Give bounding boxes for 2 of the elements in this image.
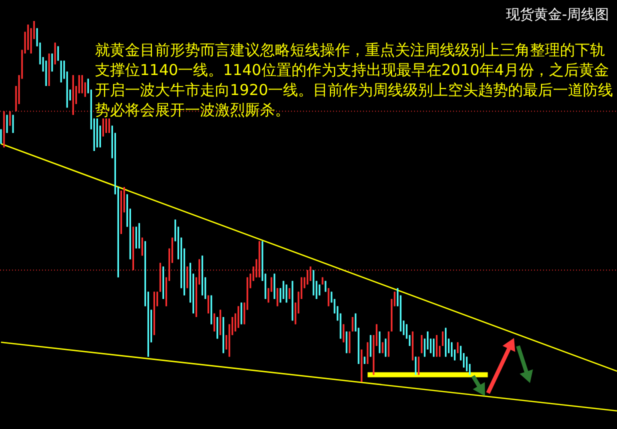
annotation: 就黄金目前形势而言建议忽略短线操作，重点关注周线级别上三角整理的下轨支撑位1140一线。1140位置的作为支持出现最早在2010年4月份，之后黄金开启一波大牛市走向1920一线。目前作为周线级别上空头趋势的最后一道防线势必将会展开一波激烈厮杀。 [95,40,614,120]
chart-title: 现货黄金-周线图 [506,6,609,24]
